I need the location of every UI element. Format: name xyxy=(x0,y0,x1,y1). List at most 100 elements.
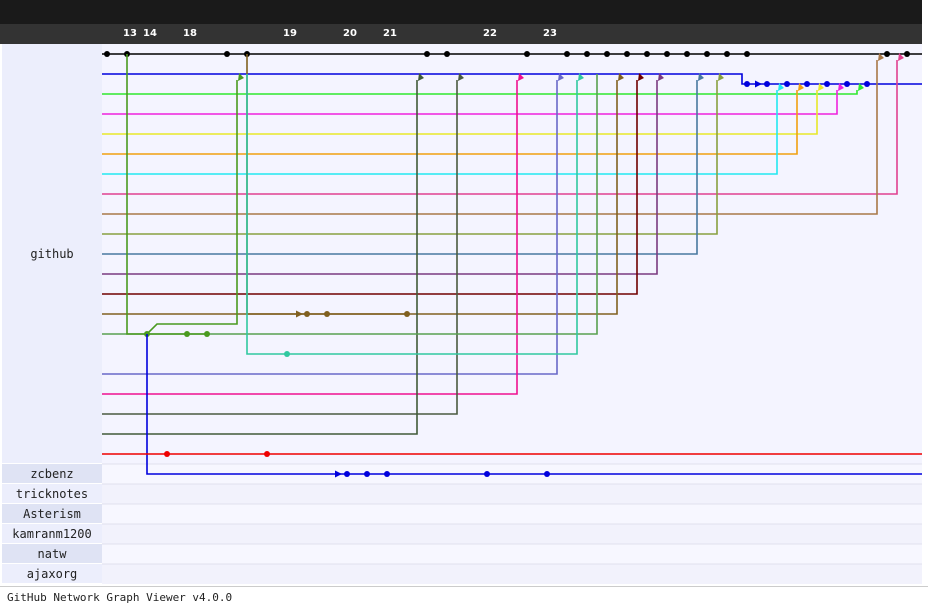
user-lane-bg xyxy=(102,504,922,524)
merge-arrow xyxy=(658,73,664,81)
user-lane-bg xyxy=(102,544,922,564)
branch-line xyxy=(102,80,718,235)
commit-dot xyxy=(304,311,310,317)
commit-dot xyxy=(724,51,730,57)
user-label-zcbenz[interactable]: zcbenz xyxy=(2,464,102,484)
branch-line xyxy=(102,80,458,415)
commit-dot xyxy=(644,51,650,57)
branch-line xyxy=(102,80,698,255)
commit-dot xyxy=(104,51,110,57)
commit-dot xyxy=(424,51,430,57)
branch-line xyxy=(102,90,798,155)
branch-line xyxy=(102,80,518,395)
merge-arrow xyxy=(296,310,303,318)
commit-dot xyxy=(324,311,330,317)
branch-line xyxy=(102,90,838,115)
date-label: 19 xyxy=(283,28,297,39)
branch-line xyxy=(102,80,418,435)
commit-dot xyxy=(344,471,350,477)
date-label: 20 xyxy=(343,28,357,39)
branch-line xyxy=(126,54,238,335)
user-label-kamranm1200[interactable]: kamranm1200 xyxy=(2,524,102,544)
user-lane-bg xyxy=(102,524,922,544)
date-label: 21 xyxy=(383,28,397,39)
commit-dot xyxy=(624,51,630,57)
merge-arrow xyxy=(798,83,804,91)
branch-line xyxy=(102,80,658,275)
commit-dot xyxy=(284,351,290,357)
commit-dot xyxy=(704,51,710,57)
merge-arrow xyxy=(898,53,904,61)
commit-dot xyxy=(524,51,530,57)
merge-arrow xyxy=(838,83,844,91)
merge-arrow xyxy=(618,73,624,81)
network-graph[interactable] xyxy=(0,44,922,586)
commit-dot xyxy=(404,311,410,317)
commit-dot xyxy=(784,81,790,87)
commit-dot xyxy=(744,51,750,57)
date-label: 14 xyxy=(143,28,157,39)
commit-dot xyxy=(884,51,890,57)
commit-dot xyxy=(824,81,830,87)
branch-line xyxy=(102,90,818,135)
user-label-ajaxorg[interactable]: ajaxorg xyxy=(2,564,102,584)
branch-line xyxy=(102,90,858,95)
merge-arrow xyxy=(518,73,524,81)
branch-line xyxy=(102,80,558,375)
merge-arrow xyxy=(858,83,864,91)
branch-line xyxy=(102,80,638,295)
date-label: 23 xyxy=(543,28,557,39)
merge-arrow xyxy=(878,53,884,61)
commit-dot xyxy=(364,471,370,477)
user-label-asterism[interactable]: Asterism xyxy=(2,504,102,524)
merge-arrow xyxy=(755,80,762,88)
merge-arrow xyxy=(418,73,424,81)
commit-dot xyxy=(764,81,770,87)
commit-dot xyxy=(484,471,490,477)
branch-line xyxy=(102,74,598,335)
zcbenz-line xyxy=(146,334,922,475)
branch-line xyxy=(102,60,898,195)
footer: GitHub Network Graph Viewer v4.0.0 xyxy=(0,586,928,610)
commit-dot xyxy=(844,81,850,87)
commit-dot xyxy=(164,451,170,457)
commit-dot xyxy=(684,51,690,57)
user-label-natw[interactable]: natw xyxy=(2,544,102,564)
merge-arrow xyxy=(558,73,564,81)
user-lane-bg xyxy=(102,484,922,504)
date-label: 18 xyxy=(183,28,197,39)
commit-dot xyxy=(224,51,230,57)
commit-dot xyxy=(744,81,750,87)
commit-dot xyxy=(804,81,810,87)
merge-arrow xyxy=(718,73,724,81)
branch-line xyxy=(102,90,778,175)
user-lane-bg xyxy=(102,564,922,584)
blue-line xyxy=(102,73,922,85)
commit-dot xyxy=(384,471,390,477)
commit-dot xyxy=(444,51,450,57)
date-label: 22 xyxy=(483,28,497,39)
merge-arrow xyxy=(458,73,464,81)
user-label-tricknotes[interactable]: tricknotes xyxy=(2,484,102,504)
merge-arrow xyxy=(638,73,644,81)
branch-line xyxy=(102,60,878,215)
commit-dot xyxy=(664,51,670,57)
merge-arrow xyxy=(778,83,784,91)
date-label: 13 xyxy=(123,28,137,39)
commit-dot xyxy=(584,51,590,57)
date-header: 13 14 18 19 20 21 22 23 xyxy=(0,24,922,44)
merge-arrow xyxy=(238,73,244,81)
commit-dot xyxy=(864,81,870,87)
merge-arrow xyxy=(698,73,704,81)
commit-dot xyxy=(264,451,270,457)
version-label: GitHub Network Graph Viewer v4.0.0 xyxy=(7,591,233,604)
commit-dot xyxy=(564,51,570,57)
merge-arrow xyxy=(335,470,342,478)
user-label-github[interactable]: github xyxy=(2,44,102,464)
merge-arrow xyxy=(818,83,824,91)
commit-dot xyxy=(604,51,610,57)
commit-dot xyxy=(544,471,550,477)
top-bar xyxy=(0,0,922,24)
branch-line xyxy=(246,74,578,355)
commit-dot xyxy=(904,51,910,57)
